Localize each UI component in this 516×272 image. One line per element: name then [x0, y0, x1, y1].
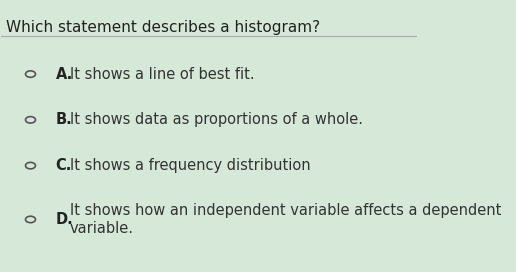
Text: It shows a line of best fit.: It shows a line of best fit. — [70, 67, 254, 82]
Text: B.: B. — [55, 112, 72, 127]
Text: It shows how an independent variable affects a dependent
variable.: It shows how an independent variable aff… — [70, 203, 502, 236]
Text: It shows a frequency distribution: It shows a frequency distribution — [70, 158, 311, 173]
Text: C.: C. — [55, 158, 72, 173]
Text: Which statement describes a histogram?: Which statement describes a histogram? — [6, 20, 320, 35]
Text: A.: A. — [55, 67, 73, 82]
Text: D.: D. — [55, 212, 73, 227]
Text: It shows data as proportions of a whole.: It shows data as proportions of a whole. — [70, 112, 363, 127]
